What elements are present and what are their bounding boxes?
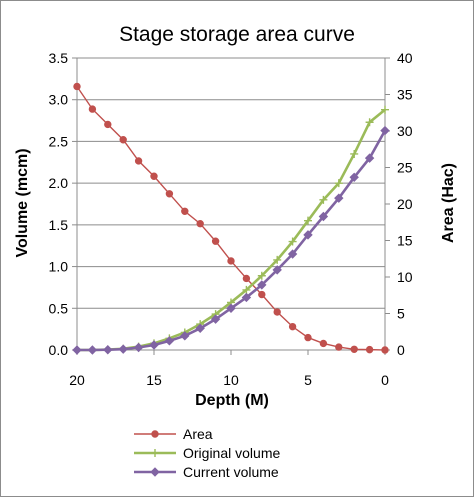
area-point [288,322,297,331]
y-right-tick-label: 35 [397,87,413,103]
y-right-tick-label: 0 [397,342,405,358]
area-point [365,345,374,354]
current-volume-point [364,153,375,163]
y-left-tick-label: 2.5 [49,133,69,149]
original-volume-point [242,285,251,294]
current-volume-point [349,172,359,183]
y-left-tick-label: 1.5 [49,217,69,233]
legend-label-current-volume: Current volume [183,464,279,480]
legend-marker-original-volume [151,449,159,457]
current-volume-point [180,331,190,341]
current-volume-point [272,265,282,275]
current-volume-point [287,249,298,259]
current-volume-point [72,345,82,355]
area-point [73,82,81,91]
current-volume-point [241,292,252,303]
area-point [258,290,266,299]
legend-label-area: Area [183,426,213,442]
current-volume-point [164,336,175,346]
y-left-tick-label: 3.5 [49,50,69,66]
original-volume-line [77,108,386,352]
legend-marker-current-volume [150,467,160,477]
area-point [196,220,204,228]
original-volume-point [381,105,389,114]
x-tick-label: 0 [381,372,389,388]
y-left-tick-label: 0.0 [49,342,69,358]
current-volume-point [149,340,159,350]
y-left-tick-label: 0.5 [49,300,69,316]
area-point [165,190,174,198]
area-point [134,157,143,165]
area-point [181,207,189,216]
current-volume-point [195,323,205,334]
area-point [335,343,343,351]
original-volume-point [365,118,374,127]
x-axis-label: Depth (M) [195,392,269,409]
original-volume-point [350,149,359,158]
x-tick-label: 10 [223,372,239,388]
current-volume-line [77,129,387,352]
y-right-tick-label: 25 [397,160,413,176]
original-volume-point [273,255,282,264]
y-axis-left-label: Volume (mcm) [14,148,31,257]
y-right-tick-label: 20 [397,196,413,212]
area-point [350,345,358,353]
area-point [381,346,389,354]
y-right-tick-label: 10 [397,269,413,285]
original-volume-point [319,195,328,204]
current-volume-point [133,342,144,353]
y-left-tick-label: 1.0 [49,259,69,275]
original-volume-point [304,216,312,225]
original-volume-point [288,237,297,246]
area-point [304,333,312,342]
area-point [211,237,220,245]
area-point [227,257,235,265]
area-point [273,308,281,316]
current-volume-point [118,344,128,354]
current-volume-point [226,303,236,313]
legend-marker-area [151,430,159,438]
current-volume-point [318,211,329,222]
legend-label-original-volume: Original volume [183,445,280,461]
current-volume-point [380,125,390,136]
y-left-tick-label: 3.0 [49,92,69,108]
y-right-tick-label: 30 [397,123,413,139]
y-right-tick-label: 15 [397,233,413,249]
x-tick-label: 5 [304,372,312,388]
current-volume-point [303,230,313,240]
area-point [319,339,328,348]
y-left-tick-label: 2.0 [49,175,69,191]
x-tick-label: 15 [146,372,162,388]
current-volume-point [334,193,344,203]
y-axis-right-label: Area (Hac) [440,163,457,243]
original-volume-point [257,271,266,280]
area-point [104,120,112,129]
original-volume-point [334,179,343,188]
chart-title: Stage storage area curve [119,23,355,46]
area-point [119,136,127,144]
area-point [88,105,97,113]
area-point [150,172,158,180]
area-point [242,274,251,283]
current-volume-point [210,314,221,324]
current-volume-point [87,345,98,355]
x-tick-label: 20 [69,372,85,388]
y-right-tick-label: 5 [397,306,405,322]
current-volume-point [103,345,113,355]
legend: Area Original volume Current volume [134,426,280,480]
current-volume-point [257,280,267,290]
y-right-tick-label: 40 [397,50,413,66]
